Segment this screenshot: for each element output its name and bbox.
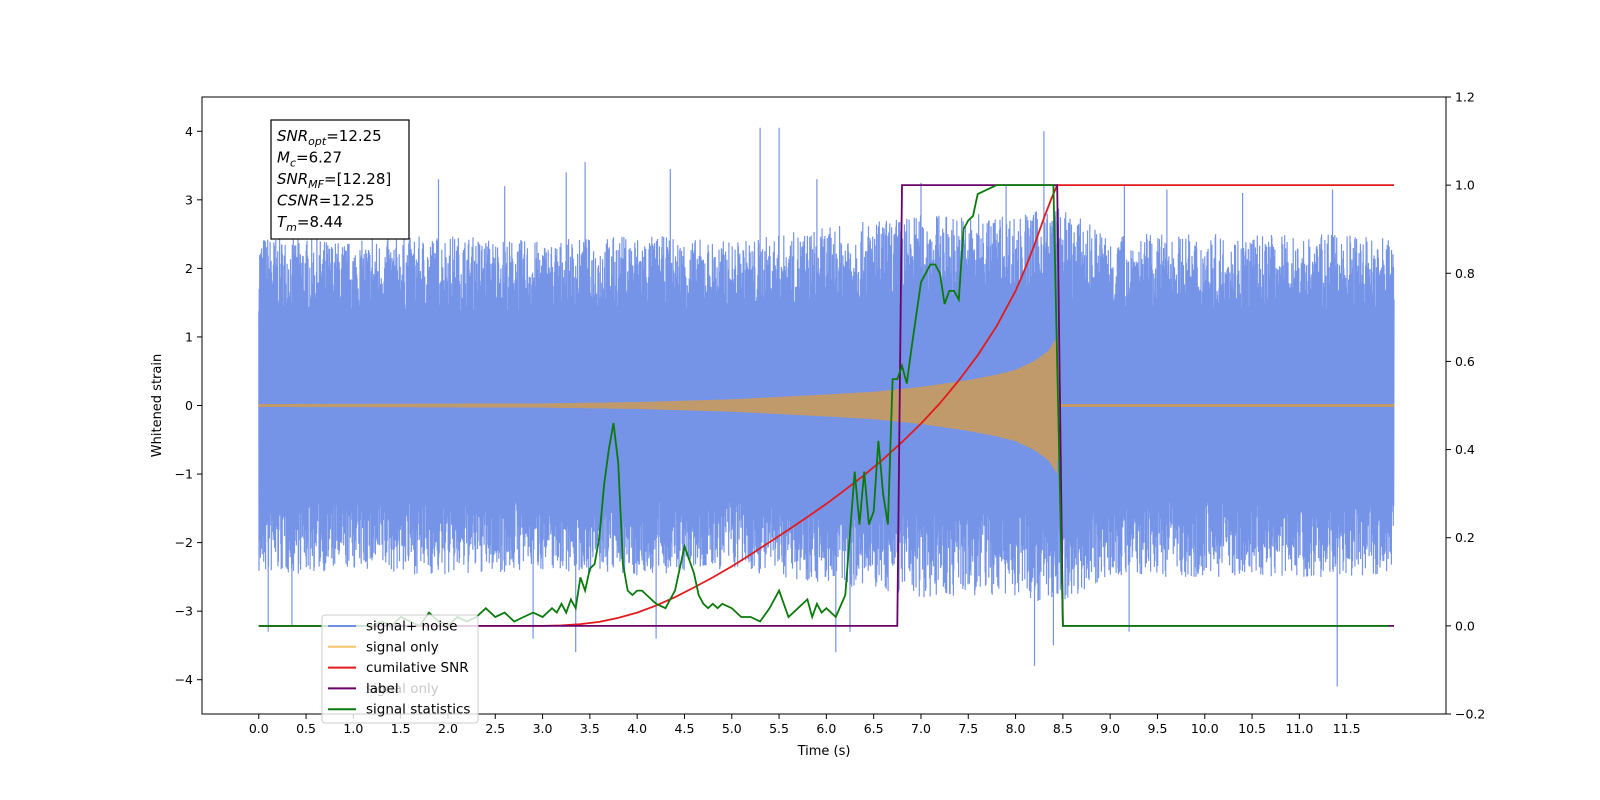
x-tick-label: 2.0 [438,721,458,736]
x-tick-label: 8.5 [1053,721,1073,736]
y-tick-label: −1 [175,467,193,482]
annotation-line: SNRMF=[12.28] [277,170,391,191]
annotation-frame [270,119,410,240]
axes: 0.0 0.5 1.0 1.5 2.0 2.5 3.0 3.5 4.0 4.5 5.0 5.5 6.0 6… [175,90,1486,737]
legend-label: signal statistics [366,702,470,718]
y2-tick-label: 1.2 [1455,90,1475,105]
series-signal-only-line [258,336,1395,474]
annotation-box: SNRopt=12.25Mc=6.27SNRMF=[12.28]CSNR=12.… [270,119,410,240]
x-tick-label: 9.0 [1100,721,1120,736]
y2-tick-label: 1.0 [1455,178,1475,193]
legend-label: signal only [366,639,439,655]
x-tick-label: 0.0 [249,721,269,736]
annotation-line: CSNR=12.25 [277,192,374,210]
x-tick-label: 0.5 [296,721,316,736]
x-tick-label: 9.5 [1148,721,1168,736]
y-tick-label: −4 [175,672,193,687]
x-tick-label: 3.0 [533,721,553,736]
y-axis-label: Whitened strain [150,354,165,457]
x-tick-label: 1.5 [391,721,411,736]
y-tick-label: −3 [175,604,193,619]
x-tick-label: 4.5 [675,721,695,736]
x-tick-label: 10.0 [1191,721,1219,736]
x-tick-label: 6.0 [816,721,836,736]
series-signal-statistics-line [258,184,1390,628]
x-tick-label: 4.0 [627,721,647,736]
legend-label: cumilative SNR [366,660,469,676]
x-tick-label: 3.5 [580,721,600,736]
x-tick-label: 8.0 [1006,721,1026,736]
x-tick-label: 7.0 [911,721,931,736]
y-tick-label: 3 [185,192,193,207]
legend: signal only signal+ noise signal only cumil… [321,614,479,724]
x-tick-label: 5.5 [769,721,789,736]
x-tick-label: 6.5 [864,721,884,736]
x-tick-label: 11.5 [1333,721,1361,736]
y2-tick-label: 0.8 [1455,266,1475,281]
x-tick-label: 5.0 [722,721,742,736]
y2-tick-label: 0.4 [1455,442,1475,457]
annotation-line: Mc=6.27 [277,149,342,170]
annotation-line: Tm=8.44 [277,213,343,234]
y-tick-label: −2 [175,535,193,550]
legend-overlap-text: signal only [366,681,439,697]
y-tick-label: 1 [185,329,193,344]
legend-label: label [366,681,399,697]
legend-label: signal+ noise [366,619,457,635]
annotation-line: SNRopt=12.25 [277,127,382,148]
y2-tick-label: 0.2 [1455,530,1475,545]
x-tick-label: 1.0 [343,721,363,736]
y2-tick-label: −0.2 [1455,707,1485,722]
x-axis-label: Time (s) [797,744,851,759]
y-tick-label: 4 [185,124,193,139]
y-tick-label: 2 [185,261,193,276]
y-tick-label: 0 [185,398,193,413]
y2-tick-label: 0.6 [1455,354,1475,369]
x-tick-label: 2.5 [485,721,505,736]
series-signal-noise-line [258,127,1395,687]
x-tick-label: 11.0 [1285,721,1313,736]
plot-series [258,127,1395,687]
x-tick-label: 10.5 [1238,721,1266,736]
x-tick-label: 7.5 [958,721,978,736]
y2-tick-label: 0.0 [1455,618,1475,633]
legend-frame [321,614,479,724]
